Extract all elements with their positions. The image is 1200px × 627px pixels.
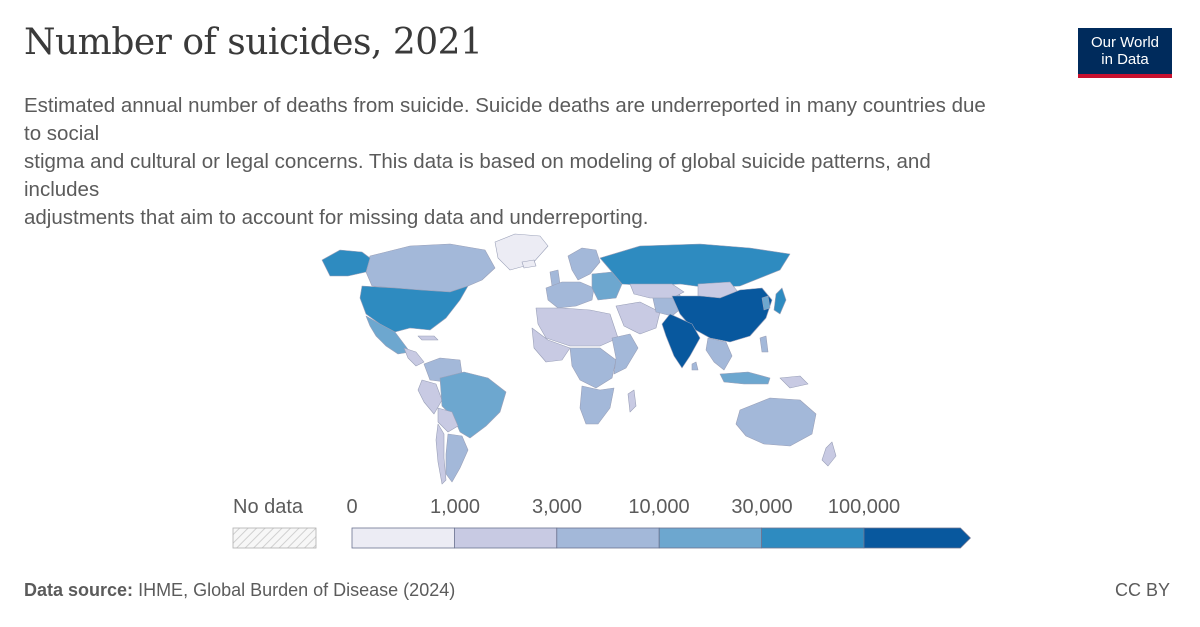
- region-central-africa[interactable]: [569, 347, 617, 389]
- region-central-asia[interactable]: [629, 283, 685, 299]
- region-australia[interactable]: [735, 397, 817, 447]
- legend-tick-label-4: 30,000: [731, 496, 793, 518]
- region-madagascar[interactable]: [627, 389, 637, 413]
- region-mexico[interactable]: [365, 315, 411, 355]
- region-west-africa[interactable]: [531, 327, 571, 363]
- region-western-europe[interactable]: [545, 281, 595, 309]
- region-korea[interactable]: [761, 295, 771, 311]
- region-east-africa[interactable]: [611, 333, 639, 375]
- color-legend: [232, 527, 971, 549]
- region-papua-new-guinea[interactable]: [779, 375, 809, 389]
- region-indonesia[interactable]: [719, 371, 771, 385]
- legend-bin-1: [453, 527, 558, 549]
- region-middle-east[interactable]: [615, 301, 661, 335]
- source-text: IHME, Global Burden of Disease (2024): [138, 580, 456, 600]
- world-map[interactable]: [300, 228, 900, 490]
- legend-bin-5: [863, 527, 971, 549]
- region-scandinavia[interactable]: [567, 247, 601, 281]
- region-cuba[interactable]: [417, 335, 439, 341]
- subtitle-line-5: adjustments that aim to account for miss…: [24, 206, 649, 229]
- legend-no-data-label: No data: [233, 496, 304, 518]
- region-india[interactable]: [661, 313, 701, 369]
- legend-tick-label-2: 3,000: [531, 496, 583, 518]
- region-central-america[interactable]: [403, 347, 425, 367]
- logo-line-1: Our World: [1090, 34, 1160, 51]
- region-alaska[interactable]: [321, 249, 371, 277]
- legend-tick-label-1: 1,000: [429, 496, 481, 518]
- region-philippines[interactable]: [759, 335, 769, 353]
- region-chile[interactable]: [435, 423, 447, 485]
- legend-tick-label-3: 10,000: [628, 496, 690, 518]
- logo-line-2: in Data: [1101, 51, 1149, 68]
- region-japan[interactable]: [773, 287, 787, 315]
- region-new-zealand[interactable]: [821, 441, 837, 467]
- legend-tick-label-0: 0: [346, 496, 358, 518]
- legend-bin-4: [761, 527, 865, 549]
- region-iceland[interactable]: [521, 259, 537, 269]
- region-southeast-asia[interactable]: [705, 337, 733, 371]
- legend-no-data-swatch: [232, 527, 317, 549]
- source-note: Data source: IHME, Global Burden of Dise…: [24, 580, 455, 601]
- region-peru[interactable]: [417, 379, 443, 415]
- legend-bin-3: [658, 527, 763, 549]
- region-sri-lanka[interactable]: [691, 361, 699, 371]
- subtitle-line-3: stigma and cultural or legal concerns. T…: [24, 150, 931, 173]
- legend-bin-2: [556, 527, 660, 549]
- region-bolivia[interactable]: [437, 407, 459, 433]
- chart-subtitle: Estimated annual number of deaths from s…: [24, 92, 1174, 232]
- region-argentina[interactable]: [445, 433, 469, 483]
- region-southern-africa[interactable]: [579, 385, 615, 425]
- region-greenland[interactable]: [494, 233, 549, 271]
- chart-title: Number of suicides, 2021: [24, 22, 483, 63]
- region-russia[interactable]: [599, 243, 791, 289]
- owid-logo[interactable]: Our World in Data: [1078, 28, 1172, 78]
- subtitle-line-2: to social: [24, 122, 100, 145]
- license-link[interactable]: CC BY: [1114, 580, 1170, 600]
- subtitle-line-1: Estimated annual number of deaths from s…: [24, 94, 986, 117]
- region-canada[interactable]: [365, 243, 496, 293]
- legend-tick-label-5: 100,000: [827, 496, 901, 518]
- region-north-africa[interactable]: [535, 307, 619, 347]
- source-label: Data source:: [24, 580, 134, 600]
- legend-bin-0: [351, 527, 455, 549]
- region-usa[interactable]: [359, 285, 469, 333]
- subtitle-line-4: includes: [24, 178, 100, 201]
